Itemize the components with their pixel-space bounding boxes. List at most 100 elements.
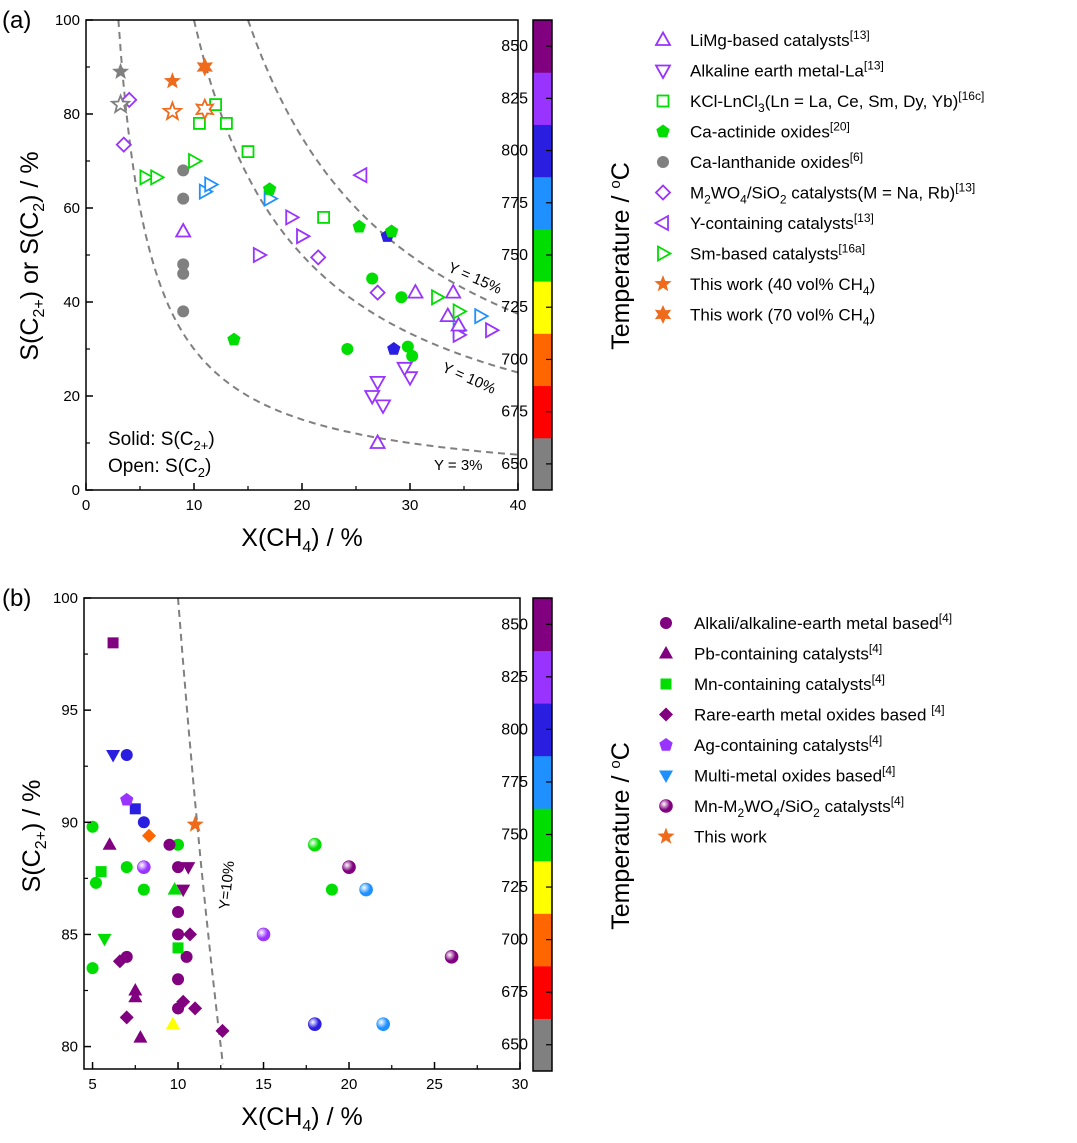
legend-label: Ag-containing catalysts[4] bbox=[694, 733, 882, 755]
data-point bbox=[341, 343, 354, 355]
legend-text-part: [4] bbox=[891, 794, 904, 808]
legend-text-part: WO bbox=[744, 797, 773, 816]
legend-text-part: LiMg-based catalysts bbox=[690, 31, 850, 50]
legend-label: Rare-earth metal oxides based [4] bbox=[694, 703, 945, 725]
legend-text-part: [4] bbox=[931, 703, 944, 717]
data-point bbox=[163, 72, 181, 89]
legend-text-part: 3 bbox=[758, 101, 765, 115]
legend-marker bbox=[653, 214, 669, 232]
colorbar-tick-label: 675 bbox=[501, 984, 528, 1001]
colorbar-segment bbox=[533, 437, 552, 491]
colorbar-tick-label: 825 bbox=[501, 669, 528, 686]
data-point bbox=[401, 340, 414, 353]
colorbar-segment bbox=[533, 228, 552, 282]
colorbar-segment bbox=[533, 1018, 552, 1072]
data-point bbox=[366, 272, 379, 285]
y-tick-label: 20 bbox=[63, 388, 80, 405]
legend-text-part: [4] bbox=[872, 672, 885, 686]
legend-text-part: Mn-containing catalysts bbox=[694, 675, 872, 694]
data-point bbox=[296, 227, 312, 245]
data-point bbox=[363, 390, 381, 406]
yield-guide-curve bbox=[177, 597, 224, 1065]
x-tick-label: 30 bbox=[402, 497, 419, 514]
legend-text-part: [4] bbox=[869, 642, 882, 656]
data-point bbox=[112, 62, 130, 79]
data-point bbox=[376, 1017, 391, 1031]
data-point bbox=[352, 219, 366, 233]
legend-text-part: Ca-actinide oxides bbox=[690, 123, 830, 142]
data-point bbox=[369, 433, 387, 449]
colorbar-tick-label: 650 bbox=[501, 456, 528, 473]
data-point bbox=[176, 884, 191, 898]
data-point bbox=[395, 291, 408, 304]
colorbar-tick-label: 800 bbox=[501, 721, 528, 738]
legend-text-part: Alkali/alkaline-earth metal based bbox=[694, 614, 939, 633]
data-point bbox=[387, 342, 401, 355]
data-point bbox=[444, 950, 459, 964]
legend-marker bbox=[660, 617, 672, 629]
panel-a-y-axis-title: S(C2+) or S(C2) / % bbox=[16, 151, 48, 360]
legend-text-part: KCl-LnCl bbox=[690, 92, 758, 111]
legend-text-part: Ca-lanthanide oxides bbox=[690, 153, 850, 172]
data-point bbox=[129, 803, 141, 815]
legend-text-part: Ag-containing catalysts bbox=[694, 736, 869, 755]
data-point bbox=[308, 1017, 322, 1031]
data-point bbox=[177, 192, 190, 205]
data-point bbox=[194, 97, 215, 121]
colorbar-tick-label: 700 bbox=[501, 932, 528, 949]
data-point bbox=[86, 962, 99, 975]
data-point bbox=[163, 838, 176, 851]
data-point bbox=[196, 57, 213, 77]
panel-a-label: (a) bbox=[2, 7, 31, 34]
legend-text-part: ) bbox=[870, 275, 876, 294]
panel-b-plot: (b) 5 10 15 20 25 30 80 85 90 95 100 Y=10% X(CH4) … bbox=[2, 585, 952, 1135]
x-tick-label: 25 bbox=[426, 1076, 443, 1093]
yield-guide-curve bbox=[193, 19, 519, 374]
colorbar-segment bbox=[533, 808, 552, 862]
colorbar-segment bbox=[533, 598, 552, 652]
legend-label: This work bbox=[694, 828, 767, 847]
colorbar-segment bbox=[533, 333, 552, 387]
legend-text-part: Mn-M bbox=[694, 797, 737, 816]
colorbar-tick-label: 725 bbox=[501, 879, 528, 896]
data-point bbox=[89, 876, 102, 889]
colorbar-tick-label: 775 bbox=[501, 774, 528, 791]
data-point bbox=[219, 117, 233, 130]
legend-label: LiMg-based catalysts[13] bbox=[690, 28, 870, 50]
legend-marker bbox=[659, 738, 673, 751]
data-point bbox=[252, 246, 269, 264]
colorbar-tick-label: 700 bbox=[501, 351, 528, 368]
colorbar-segment bbox=[533, 72, 552, 125]
legend-label: Mn-containing catalysts[4] bbox=[694, 672, 885, 694]
data-point bbox=[120, 792, 134, 806]
data-point bbox=[86, 820, 99, 833]
data-point bbox=[474, 307, 490, 325]
data-point bbox=[115, 136, 133, 153]
y-tick-label: 100 bbox=[55, 12, 80, 29]
data-point bbox=[142, 828, 156, 843]
colorbar-tick-label: 750 bbox=[501, 827, 528, 844]
legend-label: Ca-actinide oxides[20] bbox=[690, 120, 850, 142]
legend-label: Alkali/alkaline-earth metal based[4] bbox=[694, 611, 952, 633]
legend-text-part: [13] bbox=[864, 59, 884, 73]
legend-label: Y-containing catalysts[13] bbox=[690, 211, 874, 233]
legend-label: KCl-LnCl3(Ln = La, Ce, Sm, Dy, Yb)[16c] bbox=[690, 89, 984, 115]
legend-text-part: Alkaline earth metal-La bbox=[690, 62, 864, 81]
data-point bbox=[165, 1016, 180, 1030]
legend-text-part: Y-containing catalysts bbox=[690, 214, 854, 233]
data-point bbox=[102, 837, 117, 850]
legend-marker bbox=[659, 799, 673, 813]
legend-marker bbox=[654, 305, 672, 324]
legend-label: Multi-metal oxides based[4] bbox=[694, 764, 895, 786]
colorbar-tick-label: 650 bbox=[501, 1037, 528, 1054]
data-point bbox=[396, 361, 414, 378]
legend-text-part: /SiO bbox=[747, 184, 780, 203]
data-point bbox=[177, 305, 190, 318]
legend-text-part: 4 bbox=[773, 806, 780, 820]
legend-text-part: [4] bbox=[882, 764, 895, 778]
legend-text-part: Pb-containing catalysts bbox=[694, 645, 869, 664]
colorbar-segment bbox=[533, 965, 552, 1019]
legend-text-part: (Ln = La, Ce, Sm, Dy, Yb) bbox=[765, 92, 959, 111]
data-point bbox=[133, 1030, 148, 1043]
